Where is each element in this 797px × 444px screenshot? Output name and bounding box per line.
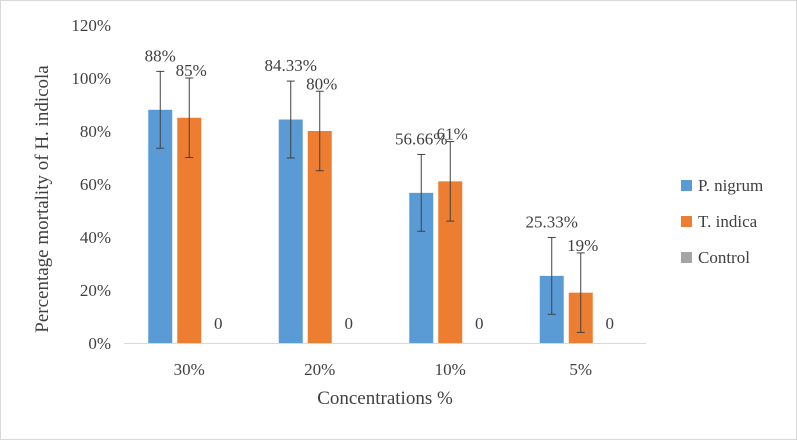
x-axis-title: Concentrations % [317,388,453,409]
y-tick-label: 60% [80,175,111,194]
legend-label: P. nigrum [698,176,763,195]
x-tick-label: 30% [174,360,205,379]
x-tick-label: 5% [569,360,592,379]
legend-label: Control [698,248,750,267]
y-tick-label: 100% [71,69,111,88]
data-label: 80% [306,74,337,93]
data-label: 88% [145,46,176,65]
legend: P. nigrum T. indica Control [681,176,763,267]
y-tick-label: 20% [80,281,111,300]
data-label: 0 [345,314,354,333]
data-label: 84.33% [265,56,317,75]
x-tick-label: 20% [304,360,335,379]
y-tick-label: 120% [71,16,111,35]
data-label: 61% [437,125,468,144]
y-tick-label: 80% [80,122,111,141]
y-tick-label: 40% [80,228,111,247]
x-tick-label: 10% [435,360,466,379]
axes-group: 0% 20% 40% 60% 80% 100% 120% 30% 20% 10% 5% [71,16,646,379]
y-tick-label: 0% [88,334,111,353]
bars-group [148,109,593,343]
data-label: 0 [606,314,615,333]
data-label: 0 [475,314,484,333]
data-label: 19% [567,236,598,255]
legend-label: T. indica [698,212,758,231]
y-axis-title: Percentage mortality of H. indicola [32,65,53,333]
data-labels-group: 88% 84.33% 56.66% 25.33% 85% 80% 61% 19% 0 0 0 0 [145,46,614,333]
data-label: 56.66% [395,129,447,148]
data-label: 0 [214,314,223,333]
legend-swatch [681,180,692,191]
data-label: 25.33% [526,212,578,231]
data-label: 85% [176,61,207,80]
legend-swatch [681,252,692,263]
error-bars-group [156,70,585,333]
legend-swatch [681,216,692,227]
